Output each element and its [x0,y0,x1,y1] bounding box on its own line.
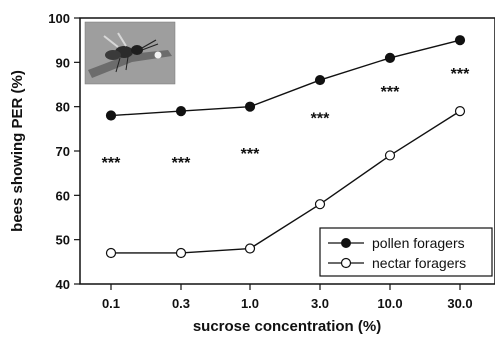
data-point-nectar [314,199,326,210]
series-line-pollen [110,39,461,117]
x-tick-label: 1.0 [241,296,259,311]
x-tick-label: 30.0 [447,296,472,311]
significance-label: *** [172,155,191,172]
x-tick-label: 0.1 [102,296,120,311]
legend: pollen foragers nectar foragers [319,227,493,277]
y-tick-label: 40 [56,277,70,292]
y-tick-label: 100 [48,11,70,26]
data-point-pollen [314,74,326,86]
significance-label: *** [241,146,260,163]
significance-label: *** [451,66,470,83]
x-tick-label: 3.0 [311,296,329,311]
data-point-nectar [384,150,396,161]
y-tick-label: 60 [56,188,70,203]
x-axis-title: sucrose concentration (%) [193,318,381,335]
data-point-nectar [175,247,187,259]
x-tick-label: 10.0 [377,296,402,311]
legend-marker-nectar [340,257,352,269]
y-tick-label: 70 [56,144,70,159]
data-point-pollen [454,35,466,46]
legend-box [319,227,493,277]
data-point-pollen [175,105,187,117]
series-line-nectar [111,110,461,254]
y-tick-label: 80 [56,100,70,115]
y-tick-label: 50 [56,233,70,248]
data-point-nectar [105,247,117,259]
data-point-nectar [244,243,256,254]
legend-label-nectar: nectar foragers [372,255,466,271]
honeybee-photo-icon [84,21,176,85]
data-point-nectar [454,105,466,117]
data-point-pollen [384,52,396,64]
y-tick-label: 90 [56,55,70,70]
y-axis-title: bees showing PER (%) [9,70,26,232]
significance-label: *** [381,84,400,101]
data-point-pollen [105,110,117,121]
data-point-pollen [244,101,256,112]
legend-label-pollen: pollen foragers [372,235,465,251]
significance-label: *** [311,111,330,128]
x-tick-label: 0.3 [172,296,190,311]
significance-label: *** [102,155,121,172]
legend-marker-pollen [341,238,351,248]
